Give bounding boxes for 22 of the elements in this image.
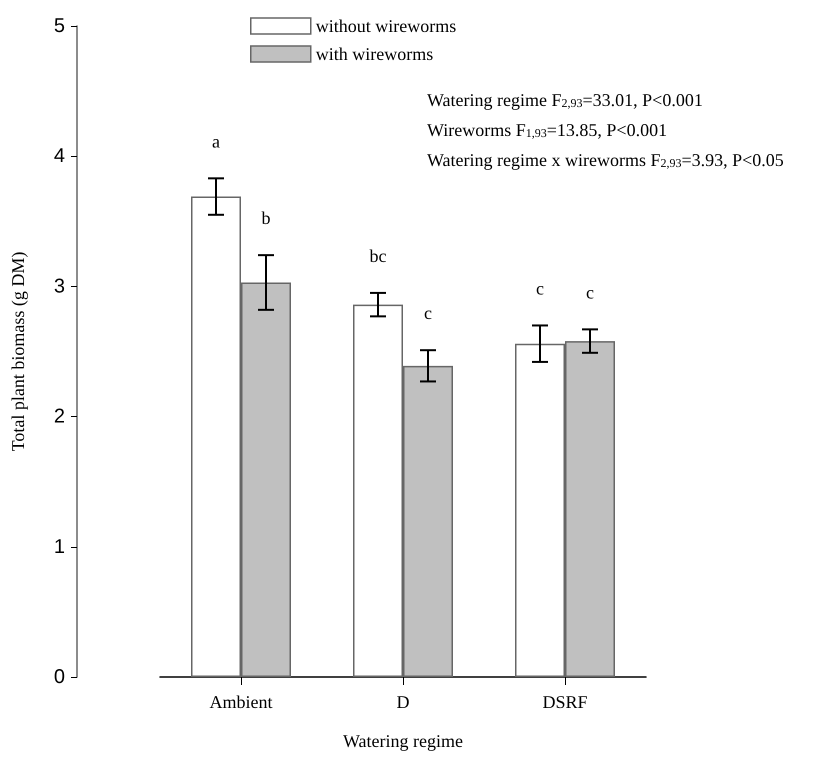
- x-axis-title: Watering regime: [343, 731, 464, 751]
- data-label: c: [424, 303, 432, 324]
- legend-label: with wireworms: [316, 44, 434, 64]
- y-tick-label: 0: [54, 666, 65, 688]
- data-label: a: [212, 131, 220, 152]
- y-tick-label: 2: [54, 406, 65, 428]
- legend-label: without wireworms: [316, 16, 456, 36]
- data-label: bc: [370, 246, 386, 266]
- data-label: c: [586, 282, 594, 302]
- x-tick-label: D: [396, 692, 410, 712]
- annotation: Wireworms F1,93=13.85, P<0.001: [427, 120, 668, 140]
- data-label: b: [262, 208, 270, 228]
- y-axis-title: Total plant biomass (g DM): [8, 252, 28, 452]
- y-tick-label: 4: [54, 145, 65, 168]
- annotation: Watering regime x wireworms F2,93=3.93, P<0.05: [427, 150, 784, 170]
- annotation: Watering regime F2,93=33.01, P<0.001: [427, 90, 703, 110]
- y-tick-label: 3: [54, 275, 65, 298]
- data-label: c: [536, 278, 544, 298]
- x-tick-label: Ambient: [210, 692, 272, 712]
- x-tick-label: DSRF: [542, 692, 588, 712]
- y-tick-label: 1: [54, 536, 65, 558]
- y-tick-label: 5: [54, 15, 65, 37]
